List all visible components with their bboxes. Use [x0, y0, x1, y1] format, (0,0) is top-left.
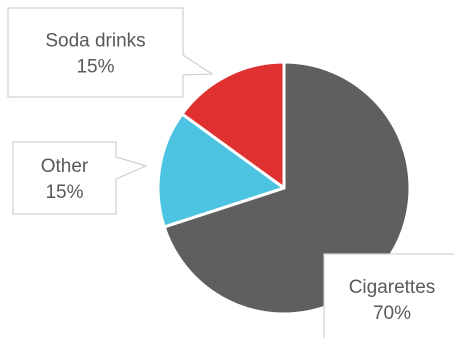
pie-slice-soda-drinks	[180, 60, 286, 190]
data-label-callouts: Cigarettes 70% Other 15% Soda drinks 15%	[7, 7, 454, 338]
callout-box-soda-drinks	[7, 7, 214, 98]
pie-slice-other	[156, 112, 286, 229]
callout-soda-drinks: Soda drinks 15%	[7, 7, 214, 98]
callout-other: Other 15%	[12, 141, 148, 215]
data-label-category: Other	[41, 156, 89, 177]
data-label-value: 15%	[76, 57, 114, 78]
data-label-value: 15%	[45, 182, 83, 203]
pie-slices	[156, 60, 412, 316]
callout-cigarettes: Cigarettes 70%	[323, 253, 454, 338]
data-label-category: Cigarettes	[349, 277, 436, 298]
callout-box-other	[12, 141, 148, 215]
callout-box-cigarettes	[323, 253, 454, 338]
data-label-value: 70%	[373, 303, 411, 324]
data-label-category: Soda drinks	[45, 31, 145, 52]
